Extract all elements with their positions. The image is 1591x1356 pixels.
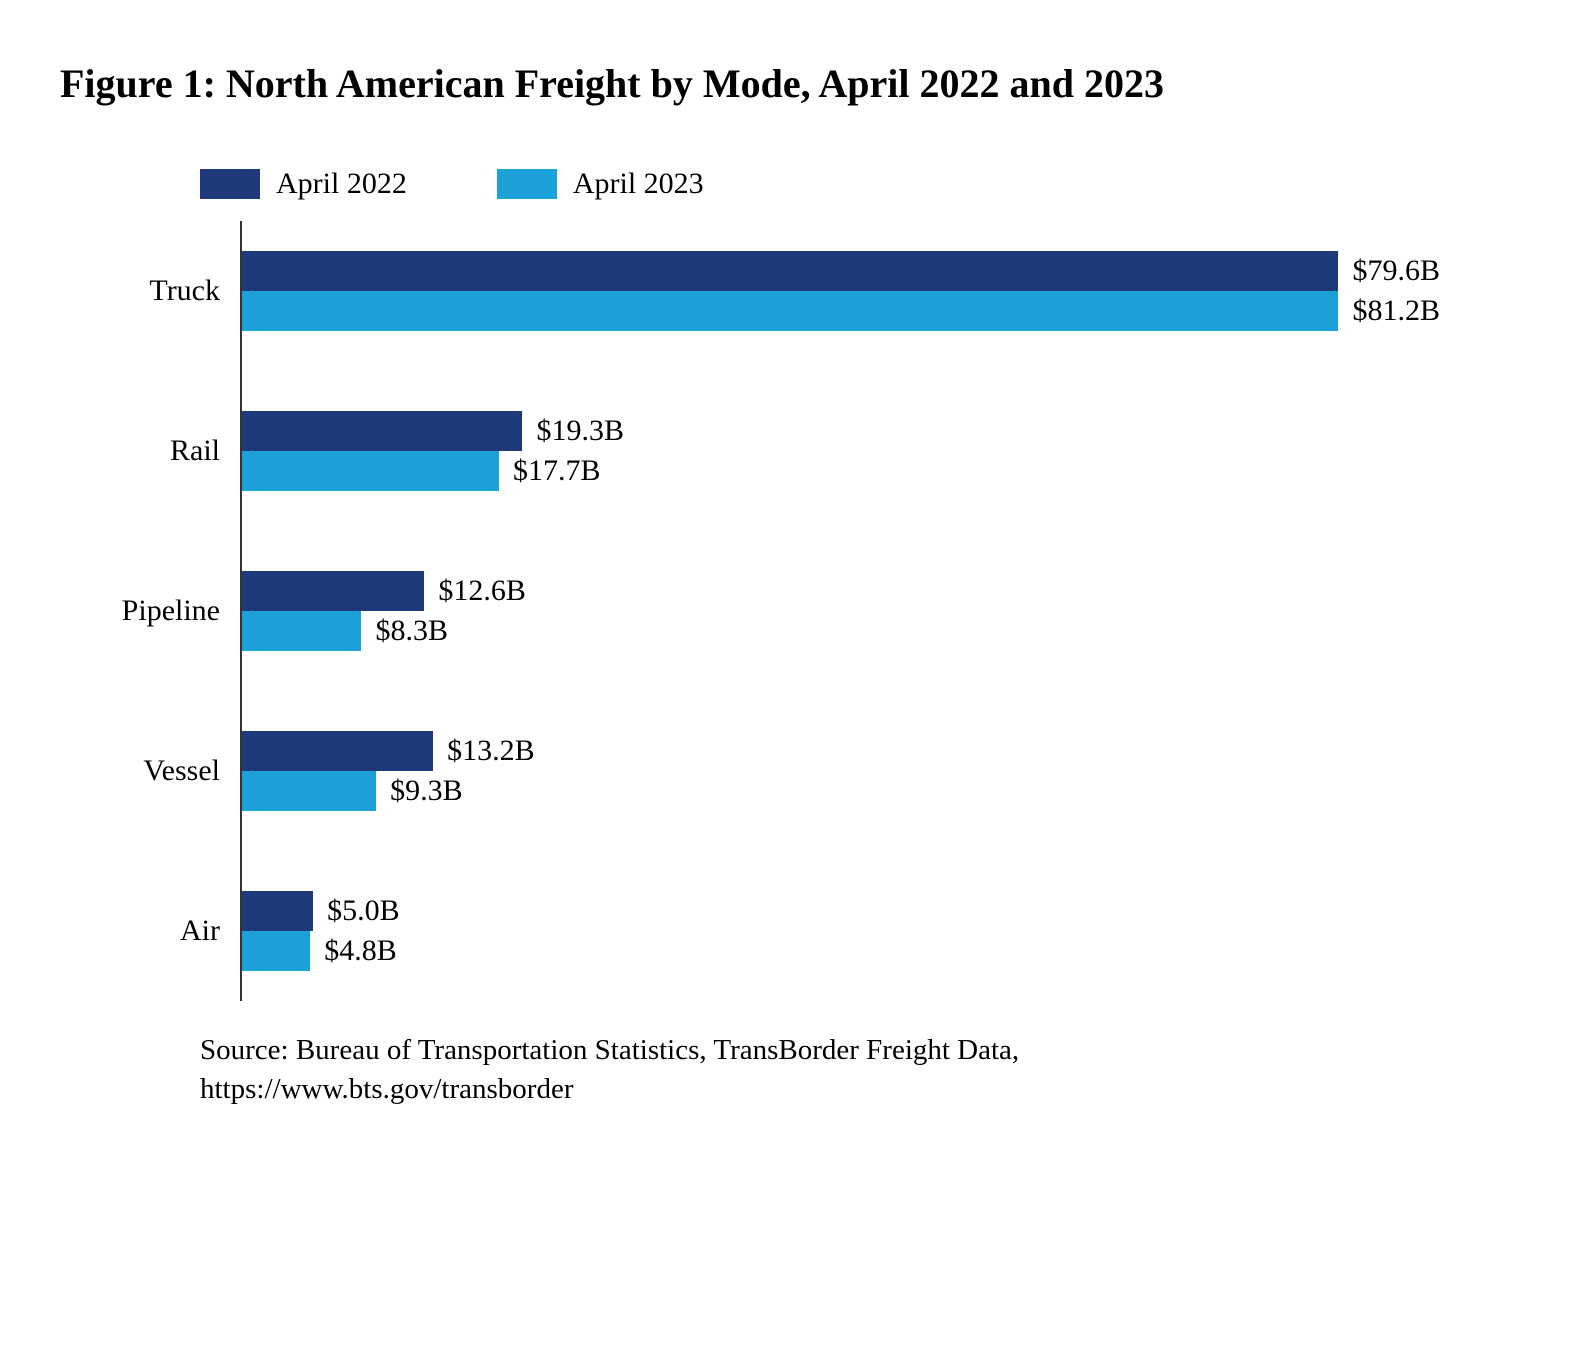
category-label: Air <box>100 914 220 948</box>
bar-value-label: $8.3B <box>375 614 448 648</box>
bar-value-label: $81.2B <box>1352 294 1440 328</box>
legend-item: April 2022 <box>200 167 407 201</box>
bar-group: Pipeline $12.6B $8.3B <box>100 571 1531 651</box>
legend-swatch <box>497 169 557 199</box>
category-label: Pipeline <box>100 594 220 628</box>
bar <box>240 451 499 491</box>
bar <box>240 931 310 971</box>
bar <box>240 611 361 651</box>
bar-value-label: $5.0B <box>327 894 400 928</box>
category-label: Truck <box>100 274 220 308</box>
bar-group: Vessel $13.2B $9.3B <box>100 731 1531 811</box>
bar-value-label: $17.7B <box>513 454 601 488</box>
page: Figure 1: North American Freight by Mode… <box>0 0 1591 1356</box>
bar-row: $17.7B <box>240 451 1440 491</box>
bar-row: $4.8B <box>240 931 1440 971</box>
bar-value-label: $19.3B <box>536 414 624 448</box>
legend-item: April 2023 <box>497 167 704 201</box>
legend-swatch <box>200 169 260 199</box>
bar-row: $13.2B <box>240 731 1440 771</box>
bar-value-label: $4.8B <box>324 934 397 968</box>
bar-row: $5.0B <box>240 891 1440 931</box>
bar-row: $8.3B <box>240 611 1440 651</box>
bars-wrap: $79.6B $81.2B <box>240 251 1440 331</box>
source-text-line2: https://www.bts.gov/transborder <box>200 1073 573 1105</box>
bar <box>240 771 376 811</box>
chart-area: Truck $79.6B $81.2B Rail $19.3B $17.7B Pipelin… <box>100 251 1531 971</box>
bar-row: $81.2B <box>240 291 1440 331</box>
bar-group: Rail $19.3B $17.7B <box>100 411 1531 491</box>
bar <box>240 731 433 771</box>
bar <box>240 571 424 611</box>
bar-value-label: $9.3B <box>390 774 463 808</box>
bar <box>240 891 313 931</box>
bar <box>240 251 1338 291</box>
bar-value-label: $79.6B <box>1352 254 1440 288</box>
bar-value-label: $13.2B <box>447 734 535 768</box>
y-axis-line <box>240 221 242 1001</box>
source-text-line1: Source: Bureau of Transportation Statist… <box>200 1034 1019 1066</box>
bars-wrap: $12.6B $8.3B <box>240 571 1440 651</box>
source-citation: Source: Bureau of Transportation Statist… <box>200 1031 1531 1109</box>
bar-row: $79.6B <box>240 251 1440 291</box>
bar <box>240 411 522 451</box>
bar-group: Air $5.0B $4.8B <box>100 891 1531 971</box>
bars-wrap: $5.0B $4.8B <box>240 891 1440 971</box>
category-label: Rail <box>100 434 220 468</box>
plot-region: Truck $79.6B $81.2B Rail $19.3B $17.7B Pipelin… <box>100 251 1531 971</box>
bar-row: $19.3B <box>240 411 1440 451</box>
bar-group: Truck $79.6B $81.2B <box>100 251 1531 331</box>
legend: April 2022 April 2023 <box>200 167 1531 201</box>
legend-label: April 2023 <box>573 167 704 201</box>
legend-label: April 2022 <box>276 167 407 201</box>
chart-title: Figure 1: North American Freight by Mode… <box>60 60 1531 107</box>
bar-row: $9.3B <box>240 771 1440 811</box>
bar <box>240 291 1338 331</box>
bar-value-label: $12.6B <box>438 574 526 608</box>
category-label: Vessel <box>100 754 220 788</box>
bars-wrap: $19.3B $17.7B <box>240 411 1440 491</box>
bars-wrap: $13.2B $9.3B <box>240 731 1440 811</box>
bar-row: $12.6B <box>240 571 1440 611</box>
